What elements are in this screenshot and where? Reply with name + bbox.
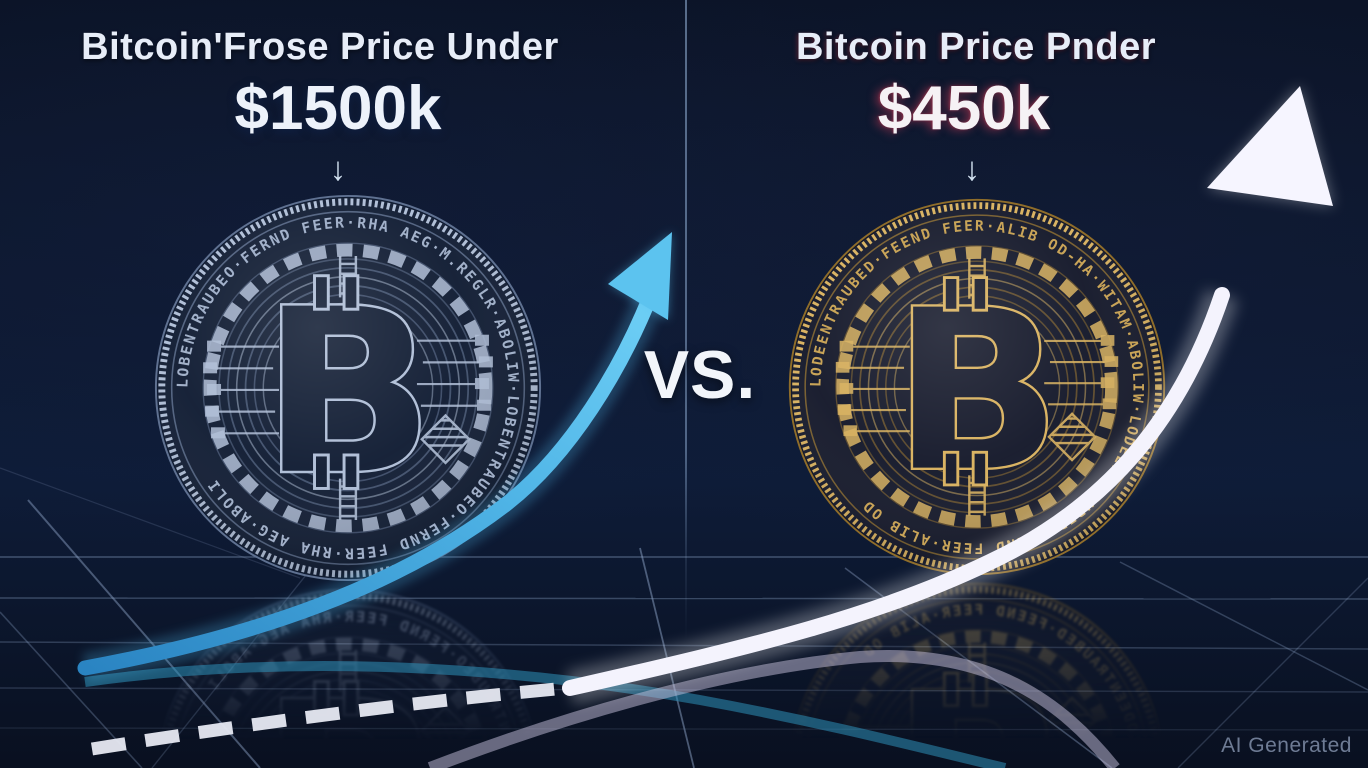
ai-generated-watermark: AI Generated	[1221, 734, 1352, 757]
silver-coin-reflection: LOBENTRAUBEO·FERND FEER·RHA AEG·M.REGLR·…	[151, 585, 545, 768]
silver-coin-graphic: LOBENTRAUBEO·FERND FEER·RHA AEG·M.REGLR·…	[151, 191, 545, 585]
right-price: $450k	[877, 74, 1051, 143]
center-divider-line	[685, 0, 687, 640]
right-down-arrow-icon: ↓	[963, 150, 981, 187]
right-title: Bitcoin Price Pnder	[795, 26, 1157, 68]
gold-coin-reflection: LODEENTRAUBED·FEEND FEER·ALIB OD-HA·WITA…	[785, 579, 1169, 768]
silver-bitcoin-coin: LOBENTRAUBEO·FERND FEER·RHA AEG·M.REGLR·…	[151, 191, 545, 585]
right-headline: Bitcoin Price Pnder $450k ↓	[772, 26, 1180, 188]
left-title: Bitcoin'Frose Price Under	[81, 26, 559, 68]
left-price: $1500k	[234, 74, 442, 143]
left-down-arrow-icon: ↓	[329, 150, 347, 187]
gold-coin-graphic: LODEENTRAUBED·FEEND FEER·ALIB OD-HA·WITA…	[785, 195, 1169, 579]
left-headline: Bitcoin'Frose Price Under $1500k ↓	[60, 26, 580, 188]
vs-label: VS.	[643, 337, 757, 413]
gold-bitcoin-coin: LODEENTRAUBED·FEEND FEER·ALIB OD-HA·WITA…	[785, 195, 1169, 579]
